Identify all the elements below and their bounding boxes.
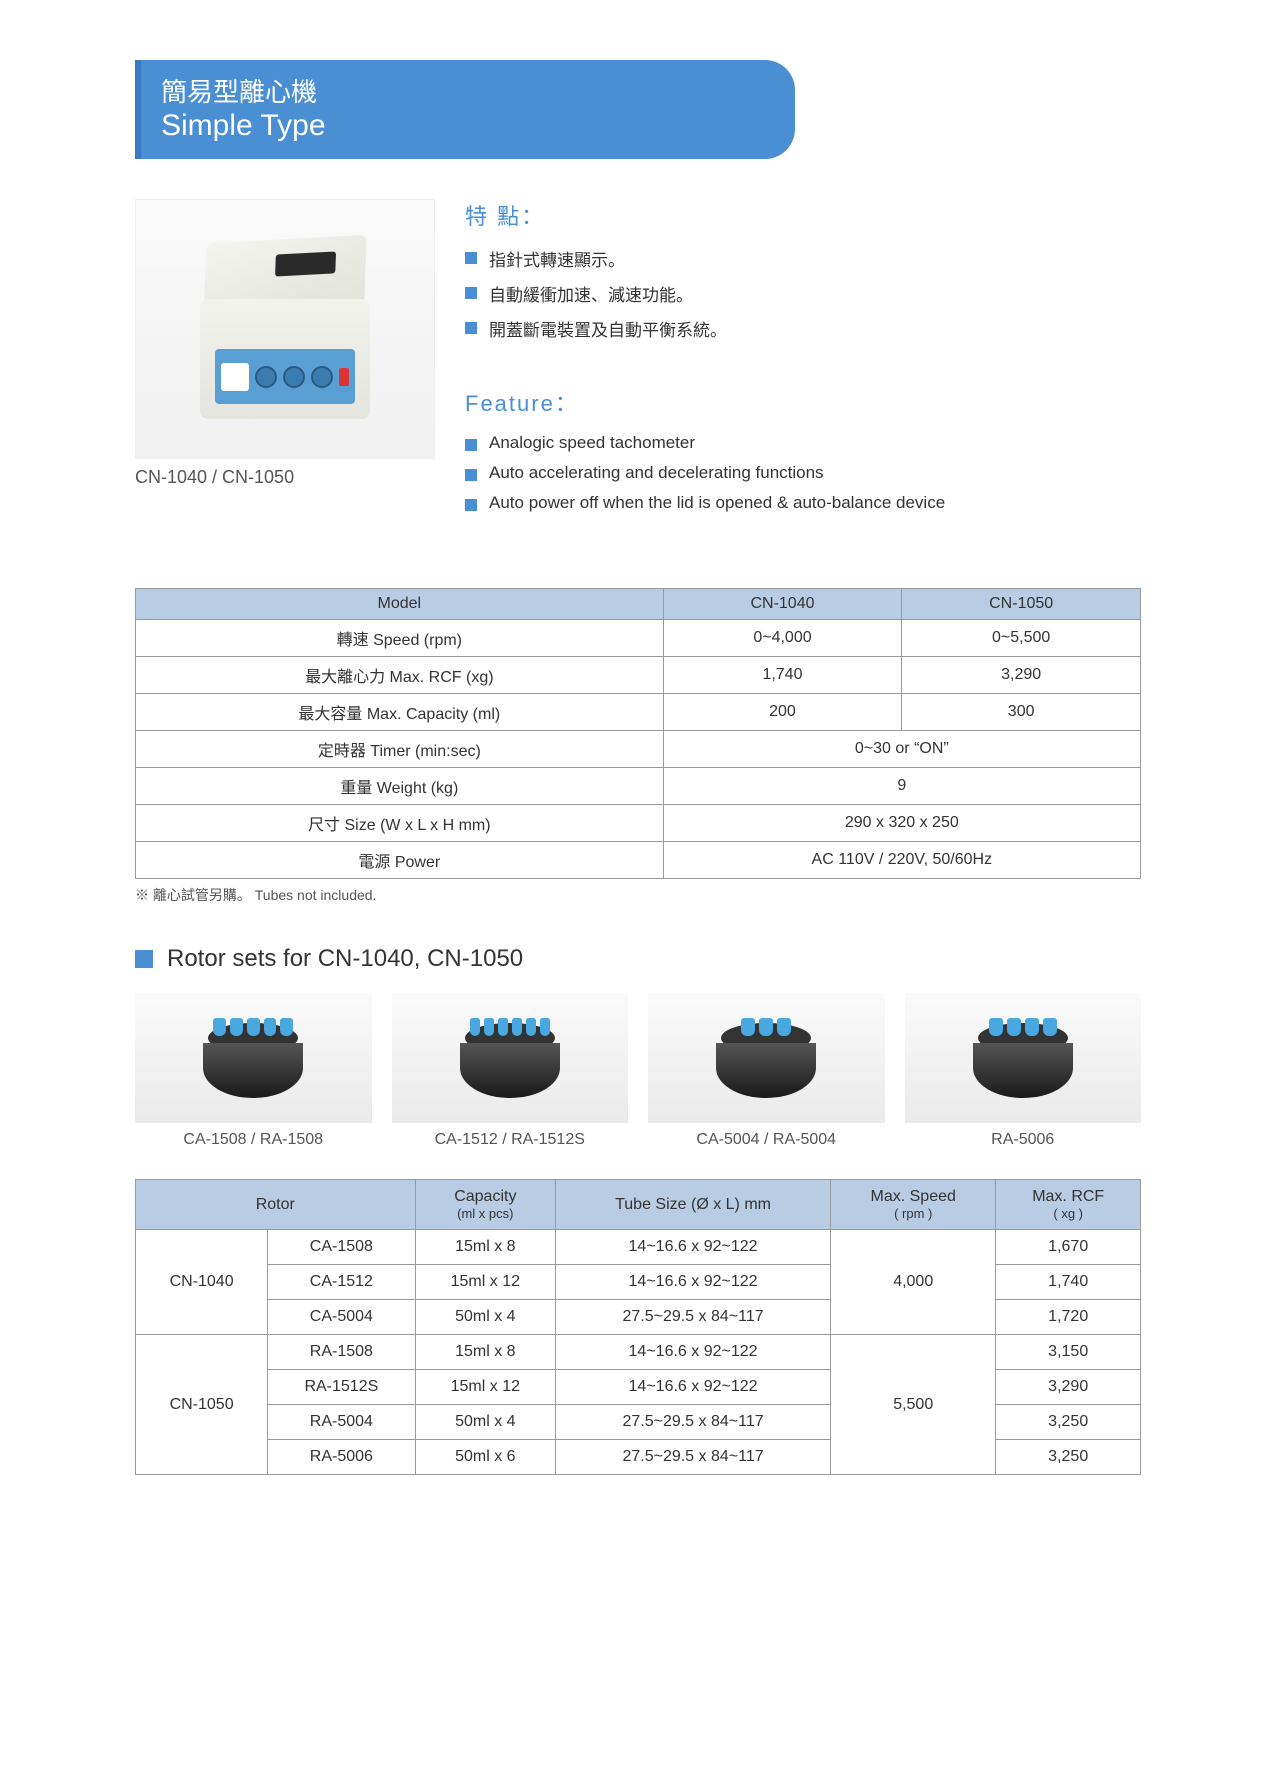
spec-cell: 0~5,500 xyxy=(902,620,1141,657)
spec-cell: 3,290 xyxy=(902,657,1141,694)
rotor-rcf-cell: 3,250 xyxy=(996,1440,1141,1475)
features-cn-list: 指針式轉速顯示。自動緩衝加速、減速功能。開蓋斷電裝置及自動平衡系統。 xyxy=(465,241,1141,346)
rotor-capacity-cell: 50ml x 4 xyxy=(415,1300,555,1335)
rotor-rcf-cell: 3,250 xyxy=(996,1405,1141,1440)
rotor-header-cell: Capacity(ml x pcs) xyxy=(415,1180,555,1230)
rotor-capacity-cell: 15ml x 12 xyxy=(415,1265,555,1300)
rotor-rcf-cell: 1,670 xyxy=(996,1230,1141,1265)
rotor-capacity-cell: 15ml x 8 xyxy=(415,1335,555,1370)
spec-row-label: 電源 Power xyxy=(136,842,664,879)
rotor-tubesize-cell: 27.5~29.5 x 84~117 xyxy=(556,1300,831,1335)
title-en: Simple Type xyxy=(161,109,765,143)
rotor-name-cell: RA-5006 xyxy=(268,1440,415,1475)
rotor-name-cell: CA-5004 xyxy=(268,1300,415,1335)
spec-row-label: 轉速 Speed (rpm) xyxy=(136,620,664,657)
rotor-speed-cell: 4,000 xyxy=(831,1230,996,1335)
rotor-image-row: CA-1508 / RA-1508 CA-1512 / RA-1512S CA-50… xyxy=(135,993,1141,1149)
rotor-table: RotorCapacity(ml x pcs)Tube Size (Ø x L)… xyxy=(135,1179,1141,1475)
title-banner: 簡易型離心機 Simple Type xyxy=(135,60,795,159)
spec-cell: AC 110V / 220V, 50/60Hz xyxy=(663,842,1140,879)
product-image-label: CN-1040 / CN-1050 xyxy=(135,467,435,488)
spec-note: ※ 離心試管另購。 Tubes not included. xyxy=(135,885,1141,905)
rotor-rcf-cell: 1,740 xyxy=(996,1265,1141,1300)
rotor-model-cell: CN-1040 xyxy=(136,1230,268,1335)
rotor-name-cell: RA-5004 xyxy=(268,1405,415,1440)
rotor-tubesize-cell: 14~16.6 x 92~122 xyxy=(556,1230,831,1265)
spec-row-label: 重量 Weight (kg) xyxy=(136,768,664,805)
rotor-image-label: CA-1508 / RA-1508 xyxy=(135,1131,372,1149)
rotor-section-title: Rotor sets for CN-1040, CN-1050 xyxy=(167,945,523,973)
rotor-header-cell: Max. Speed( rpm ) xyxy=(831,1180,996,1230)
spec-table: ModelCN-1040CN-1050 轉速 Speed (rpm)0~4,00… xyxy=(135,588,1141,879)
rotor-item: CA-1508 / RA-1508 xyxy=(135,993,372,1149)
rotor-item: RA-5006 xyxy=(905,993,1142,1149)
rotor-image xyxy=(135,993,372,1123)
rotor-image xyxy=(392,993,629,1123)
spec-cell: 0~30 or “ON” xyxy=(663,731,1140,768)
rotor-capacity-cell: 50ml x 4 xyxy=(415,1405,555,1440)
rotor-section-heading: Rotor sets for CN-1040, CN-1050 xyxy=(135,945,1141,973)
rotor-capacity-cell: 50ml x 6 xyxy=(415,1440,555,1475)
feature-item: Auto accelerating and decelerating funct… xyxy=(465,458,1141,488)
rotor-rcf-cell: 1,720 xyxy=(996,1300,1141,1335)
rotor-name-cell: CA-1508 xyxy=(268,1230,415,1265)
spec-header-cell: CN-1050 xyxy=(902,589,1141,620)
features-cn-heading: 特 點： xyxy=(465,199,1141,231)
feature-item: 指針式轉速顯示。 xyxy=(465,241,1141,276)
rotor-image-label: CA-5004 / RA-5004 xyxy=(648,1131,885,1149)
rotor-image-label: RA-5006 xyxy=(905,1131,1142,1149)
rotor-name-cell: RA-1508 xyxy=(268,1335,415,1370)
rotor-image xyxy=(648,993,885,1123)
spec-cell: 1,740 xyxy=(663,657,902,694)
rotor-header-cell: Tube Size (Ø x L) mm xyxy=(556,1180,831,1230)
product-image-box: CN-1040 / CN-1050 xyxy=(135,199,435,558)
product-image xyxy=(135,199,435,459)
rotor-tubesize-cell: 27.5~29.5 x 84~117 xyxy=(556,1405,831,1440)
features-en-list: Analogic speed tachometerAuto accelerati… xyxy=(465,428,1141,518)
rotor-image-label: CA-1512 / RA-1512S xyxy=(392,1131,629,1149)
rotor-capacity-cell: 15ml x 12 xyxy=(415,1370,555,1405)
spec-cell: 9 xyxy=(663,768,1140,805)
spec-row-label: 尺寸 Size (W x L x H mm) xyxy=(136,805,664,842)
rotor-header-cell: Rotor xyxy=(136,1180,416,1230)
rotor-capacity-cell: 15ml x 8 xyxy=(415,1230,555,1265)
feature-item: Auto power off when the lid is opened & … xyxy=(465,488,1141,518)
features-en-heading: Feature： xyxy=(465,386,1141,418)
rotor-tubesize-cell: 27.5~29.5 x 84~117 xyxy=(556,1440,831,1475)
rotor-model-cell: CN-1050 xyxy=(136,1335,268,1475)
rotor-tubesize-cell: 14~16.6 x 92~122 xyxy=(556,1370,831,1405)
feature-item: 自動緩衝加速、減速功能。 xyxy=(465,276,1141,311)
rotor-rcf-cell: 3,290 xyxy=(996,1370,1141,1405)
top-row: CN-1040 / CN-1050 特 點： 指針式轉速顯示。自動緩衝加速、減速… xyxy=(135,199,1141,558)
rotor-tubesize-cell: 14~16.6 x 92~122 xyxy=(556,1265,831,1300)
rotor-rcf-cell: 3,150 xyxy=(996,1335,1141,1370)
rotor-item: CA-5004 / RA-5004 xyxy=(648,993,885,1149)
spec-cell: 0~4,000 xyxy=(663,620,902,657)
spec-row-label: 最大離心力 Max. RCF (xg) xyxy=(136,657,664,694)
spec-row-label: 最大容量 Max. Capacity (ml) xyxy=(136,694,664,731)
rotor-speed-cell: 5,500 xyxy=(831,1335,996,1475)
feature-item: 開蓋斷電裝置及自動平衡系統。 xyxy=(465,311,1141,346)
rotor-name-cell: RA-1512S xyxy=(268,1370,415,1405)
feature-item: Analogic speed tachometer xyxy=(465,428,1141,458)
spec-cell: 200 xyxy=(663,694,902,731)
spec-row-label: 定時器 Timer (min:sec) xyxy=(136,731,664,768)
rotor-tubesize-cell: 14~16.6 x 92~122 xyxy=(556,1335,831,1370)
rotor-item: CA-1512 / RA-1512S xyxy=(392,993,629,1149)
rotor-image xyxy=(905,993,1142,1123)
features-column: 特 點： 指針式轉速顯示。自動緩衝加速、減速功能。開蓋斷電裝置及自動平衡系統。 … xyxy=(465,199,1141,558)
rotor-header-cell: Max. RCF( xg ) xyxy=(996,1180,1141,1230)
rotor-name-cell: CA-1512 xyxy=(268,1265,415,1300)
spec-cell: 290 x 320 x 250 xyxy=(663,805,1140,842)
spec-cell: 300 xyxy=(902,694,1141,731)
spec-header-cell: Model xyxy=(136,589,664,620)
spec-header-cell: CN-1040 xyxy=(663,589,902,620)
title-cn: 簡易型離心機 xyxy=(161,72,765,109)
